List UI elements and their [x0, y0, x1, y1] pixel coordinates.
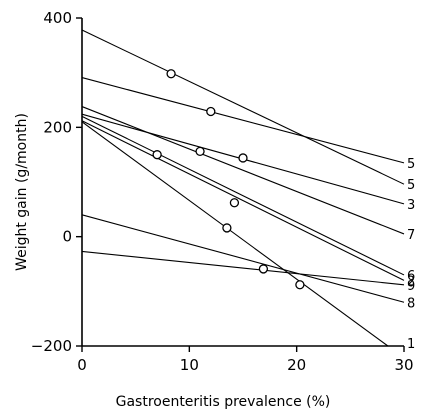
series-layer	[81, 29, 405, 347]
y-axis-title: Weight gain (g/month)	[14, 113, 30, 271]
series-line-5	[81, 29, 405, 185]
series-line-2	[81, 120, 405, 281]
series-marker-8	[258, 264, 269, 274]
series-label-3: 3	[407, 198, 415, 213]
marker-layer	[152, 69, 305, 290]
series-label-1: 1	[407, 337, 415, 352]
series-label-7: 7	[407, 228, 415, 243]
series-marker-1	[222, 223, 232, 233]
tick-layer: −200 0 200 400 0 10 20 30	[31, 9, 414, 374]
y-tick-label: 200	[43, 118, 72, 136]
series-line-9	[81, 250, 405, 286]
x-tick-label: 10	[180, 356, 199, 374]
x-tick-label: 0	[77, 356, 87, 374]
y-tick-label: −200	[31, 337, 72, 355]
series-line-8	[81, 214, 405, 303]
series-marker-9	[295, 280, 305, 290]
series-line-5	[81, 77, 405, 164]
series-marker-6	[229, 198, 240, 208]
series-marker-2	[152, 150, 162, 160]
series-marker-5	[206, 106, 216, 117]
x-tick-label: 30	[394, 356, 413, 374]
series-marker-5	[166, 69, 176, 79]
series-label-2: 2	[407, 274, 415, 289]
y-tick-label: 400	[43, 9, 72, 27]
series-label-5: 5	[407, 157, 415, 172]
series-label-layer: 5 5 3 7 629 8 1	[407, 157, 415, 352]
series-label-6: 6	[407, 269, 415, 284]
series-line-1	[81, 121, 389, 347]
series-label-9: 9	[407, 279, 415, 294]
series-line-7	[81, 106, 405, 235]
series-marker-7	[195, 146, 205, 157]
axes-layer	[81, 18, 404, 347]
series-label-5: 5	[407, 178, 415, 193]
series-line-6	[81, 115, 405, 276]
series-marker-3	[238, 153, 248, 163]
y-tick-label: 0	[62, 228, 72, 246]
x-tick-label: 20	[287, 356, 306, 374]
x-axis-title: Gastroenteritis prevalence (%)	[116, 394, 331, 410]
series-label-8: 8	[407, 296, 415, 311]
